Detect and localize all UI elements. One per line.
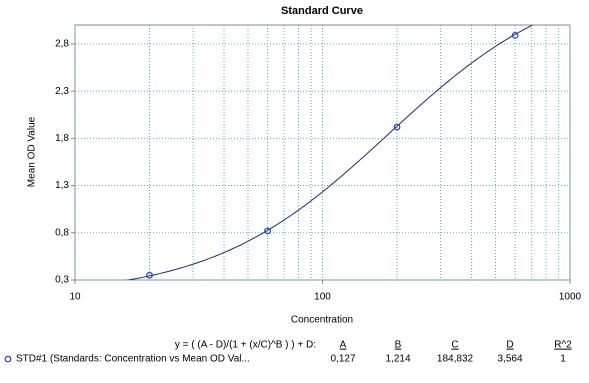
legend-label: STD#1 (Standards: Concentration vs Mean … — [16, 354, 250, 365]
y-tick-label: 0,8 — [55, 227, 69, 238]
fit-equation: y = ( (A - D)/(1 + (x/C)^B ) ) + D: — [175, 340, 316, 351]
param-value: 1,214 — [385, 354, 410, 365]
param-header: A — [340, 340, 347, 351]
param-value: 184,832 — [437, 354, 474, 365]
fit-curve — [125, 25, 534, 280]
data-point — [511, 31, 519, 39]
y-tick-label: 2,8 — [55, 39, 69, 50]
param-header: R^2 — [554, 340, 572, 351]
param-header: C — [451, 340, 458, 351]
param-value: 0,127 — [330, 354, 355, 365]
x-axis-label: Concentration — [291, 315, 353, 326]
data-point — [264, 227, 271, 235]
r2-value: 1 — [560, 354, 566, 365]
x-tick-label: 1000 — [559, 292, 582, 303]
y-tick-label: 2,3 — [55, 86, 69, 97]
param-value: 3,564 — [497, 354, 522, 365]
y-tick-label: 1,8 — [55, 133, 69, 144]
param-header: B — [395, 340, 402, 351]
x-tick-label: 10 — [69, 292, 81, 303]
x-tick-label: 100 — [314, 292, 331, 303]
param-header: D — [506, 340, 513, 351]
data-point — [146, 271, 153, 279]
y-tick-label: 1,3 — [55, 180, 69, 191]
legend-marker — [4, 355, 12, 363]
data-point — [393, 123, 401, 131]
chart-title: Standard Curve — [281, 5, 363, 17]
y-axis-label: Mean OD Value — [27, 116, 38, 187]
y-tick-label: 0,3 — [55, 275, 69, 286]
